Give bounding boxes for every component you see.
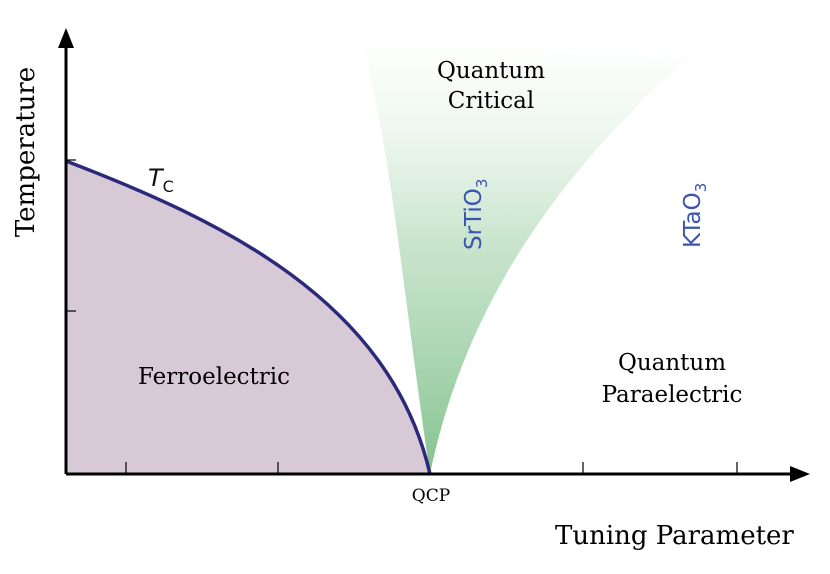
ferroelectric-label: Ferroelectric	[138, 364, 290, 390]
quantum-paraelectric-label-line1: Quantum	[618, 350, 726, 376]
x-axis-label: Tuning Parameter	[555, 521, 794, 551]
tc-label: TC	[148, 164, 174, 196]
quantum-critical-label-line2: Critical	[448, 88, 535, 114]
quantum-critical-region	[362, 44, 688, 474]
srtio3-subscript: 3	[473, 179, 491, 189]
ktao3-subscript: 3	[692, 183, 710, 193]
y-axis-arrowhead	[58, 28, 74, 48]
x-axis-arrowhead	[790, 466, 810, 482]
ktao3-formula: KTaO	[680, 192, 706, 248]
y-axis-label: Temperature	[11, 67, 41, 237]
tc-subscript: C	[163, 177, 174, 196]
quantum-paraelectric-label-line2: Paraelectric	[602, 382, 743, 408]
tc-transition-line	[65, 159, 432, 475]
ktao3-label: KTaO3	[680, 183, 710, 248]
quantum-critical-label-line1: Quantum	[437, 58, 545, 84]
ferroelectric-region	[66, 161, 430, 474]
tc-symbol: T	[148, 164, 165, 192]
srtio3-formula: SrTiO	[461, 188, 487, 250]
srtio3-label: SrTiO3	[461, 179, 491, 250]
qcp-tick-label: QCP	[412, 486, 450, 506]
